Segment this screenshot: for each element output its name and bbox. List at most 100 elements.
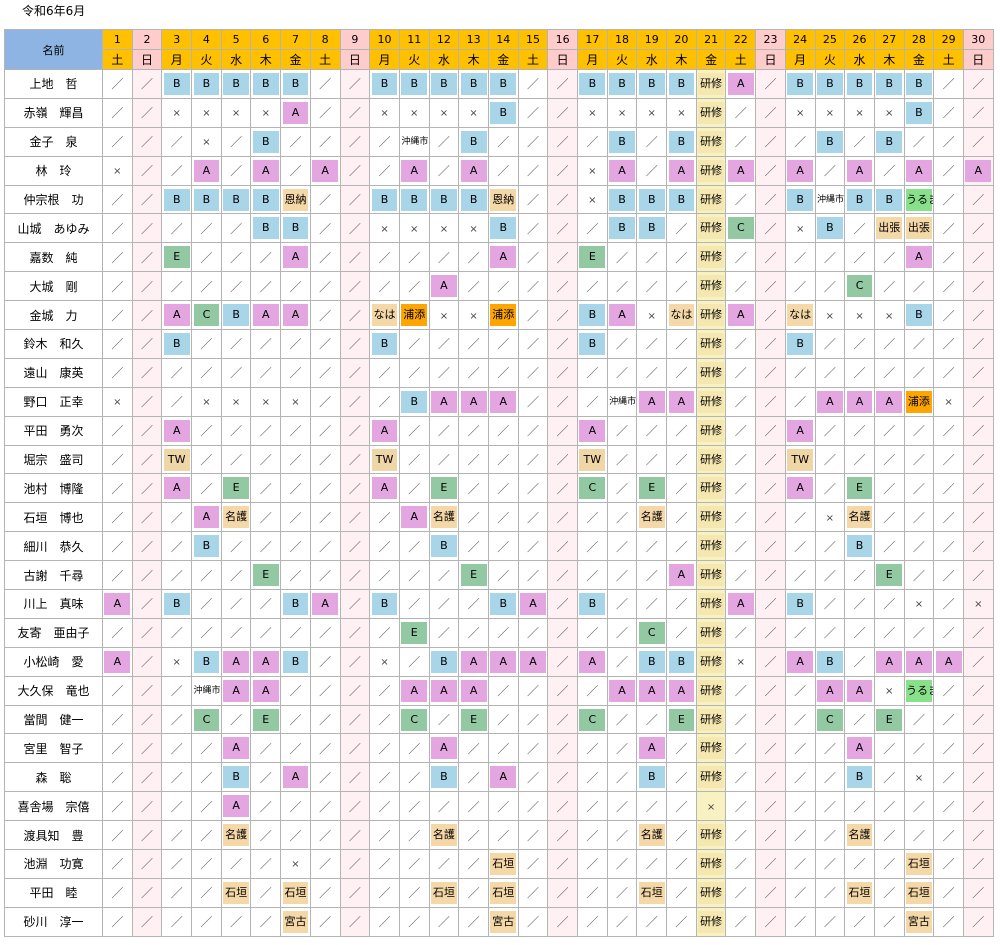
schedule-cell[interactable]: ／ [398,473,430,504]
schedule-cell[interactable]: ／ [755,357,786,388]
schedule-cell[interactable]: B [814,126,846,157]
schedule-cell[interactable]: ／ [814,906,846,937]
schedule-cell[interactable]: ／ [398,531,430,562]
schedule-cell[interactable]: ／ [784,386,816,417]
schedule-cell[interactable]: ／ [636,531,668,562]
schedule-cell[interactable]: 沖縄市 [191,675,222,706]
schedule-cell[interactable]: ／ [339,69,371,99]
schedule-cell[interactable]: ／ [606,733,638,764]
schedule-cell[interactable]: 研修 [695,357,727,388]
schedule-cell[interactable]: ／ [102,531,133,562]
schedule-cell[interactable]: 研修 [695,849,727,879]
schedule-cell[interactable]: ／ [755,444,786,475]
schedule-cell[interactable]: B [191,184,222,215]
schedule-cell[interactable]: A [102,646,133,677]
schedule-cell[interactable]: B [369,329,400,359]
schedule-cell[interactable]: 石垣 [844,877,875,908]
schedule-cell[interactable]: ／ [517,733,549,764]
schedule-cell[interactable]: ／ [547,184,578,215]
schedule-cell[interactable]: ／ [844,617,875,648]
schedule-cell[interactable]: ／ [191,791,222,822]
schedule-cell[interactable]: ／ [398,646,430,677]
schedule-cell[interactable]: ／ [873,906,905,937]
schedule-cell[interactable]: ／ [755,155,786,186]
schedule-cell[interactable]: A [220,791,252,822]
schedule-cell[interactable]: TW [161,444,193,475]
schedule-cell[interactable]: 研修 [695,877,727,908]
schedule-cell[interactable]: ／ [339,560,371,591]
schedule-cell[interactable]: A [666,386,697,417]
schedule-cell[interactable]: ／ [309,444,341,475]
schedule-cell[interactable]: ／ [962,704,994,735]
schedule-cell[interactable]: ／ [458,242,489,273]
schedule-cell[interactable]: ／ [458,877,489,908]
schedule-cell[interactable]: ／ [131,849,163,879]
schedule-cell[interactable]: ／ [666,849,697,879]
schedule-cell[interactable]: ／ [636,560,668,591]
schedule-cell[interactable]: ／ [517,184,549,215]
schedule-cell[interactable]: ／ [844,704,875,735]
schedule-cell[interactable]: 石垣 [487,849,519,879]
schedule-cell[interactable]: ／ [873,849,905,879]
schedule-cell[interactable]: ／ [398,820,430,851]
schedule-cell[interactable]: ／ [428,791,460,822]
schedule-cell[interactable]: ／ [458,271,489,302]
schedule-cell[interactable]: ／ [369,155,400,186]
schedule-cell[interactable]: ／ [962,213,994,244]
schedule-cell[interactable]: ／ [666,242,697,273]
schedule-cell[interactable]: × [873,300,905,331]
schedule-cell[interactable]: ／ [814,473,846,504]
schedule-cell[interactable]: ／ [547,791,578,822]
schedule-cell[interactable]: ／ [339,329,371,359]
schedule-cell[interactable]: B [606,126,638,157]
schedule-cell[interactable]: 研修 [695,415,727,446]
schedule-cell[interactable]: ／ [398,271,430,302]
schedule-cell[interactable]: ／ [606,415,638,446]
schedule-cell[interactable]: A [487,762,519,793]
schedule-cell[interactable]: ／ [309,300,341,331]
schedule-cell[interactable]: ／ [784,849,816,879]
schedule-cell[interactable]: 名護 [844,820,875,851]
schedule-cell[interactable]: ／ [814,617,846,648]
schedule-cell[interactable]: ／ [369,877,400,908]
schedule-cell[interactable]: ／ [250,791,282,822]
schedule-cell[interactable]: B [220,300,252,331]
schedule-cell[interactable]: ／ [844,444,875,475]
schedule-cell[interactable]: ／ [369,820,400,851]
schedule-cell[interactable]: A [666,155,697,186]
schedule-cell[interactable]: B [428,762,460,793]
schedule-cell[interactable]: 研修 [695,762,727,793]
schedule-cell[interactable]: B [487,69,519,99]
schedule-cell[interactable]: ／ [666,213,697,244]
schedule-cell[interactable]: ／ [903,820,935,851]
schedule-cell[interactable]: ／ [755,300,786,331]
schedule-cell[interactable]: ／ [933,271,964,302]
schedule-cell[interactable]: ／ [755,531,786,562]
schedule-cell[interactable]: ／ [250,329,282,359]
schedule-cell[interactable]: ／ [517,762,549,793]
schedule-cell[interactable]: ／ [309,704,341,735]
schedule-cell[interactable]: ／ [161,877,193,908]
schedule-cell[interactable]: 出張 [903,213,935,244]
schedule-cell[interactable]: A [220,646,252,677]
schedule-cell[interactable]: ／ [487,415,519,446]
schedule-cell[interactable]: ／ [280,271,311,302]
schedule-cell[interactable]: ／ [606,357,638,388]
schedule-cell[interactable]: ／ [547,357,578,388]
schedule-cell[interactable]: ／ [933,444,964,475]
schedule-cell[interactable]: ／ [339,877,371,908]
schedule-cell[interactable]: ／ [606,589,638,619]
schedule-cell[interactable]: A [369,473,400,504]
schedule-cell[interactable]: ／ [428,242,460,273]
schedule-cell[interactable]: × [814,502,846,533]
schedule-cell[interactable]: うるま [903,675,935,706]
schedule-cell[interactable]: ／ [547,126,578,157]
schedule-cell[interactable]: A [933,646,964,677]
schedule-cell[interactable]: 名護 [636,502,668,533]
schedule-cell[interactable]: B [369,589,400,619]
schedule-cell[interactable]: ／ [309,184,341,215]
schedule-cell[interactable]: ／ [458,415,489,446]
schedule-cell[interactable]: ／ [487,473,519,504]
schedule-cell[interactable]: ／ [220,213,252,244]
schedule-cell[interactable]: ／ [309,675,341,706]
